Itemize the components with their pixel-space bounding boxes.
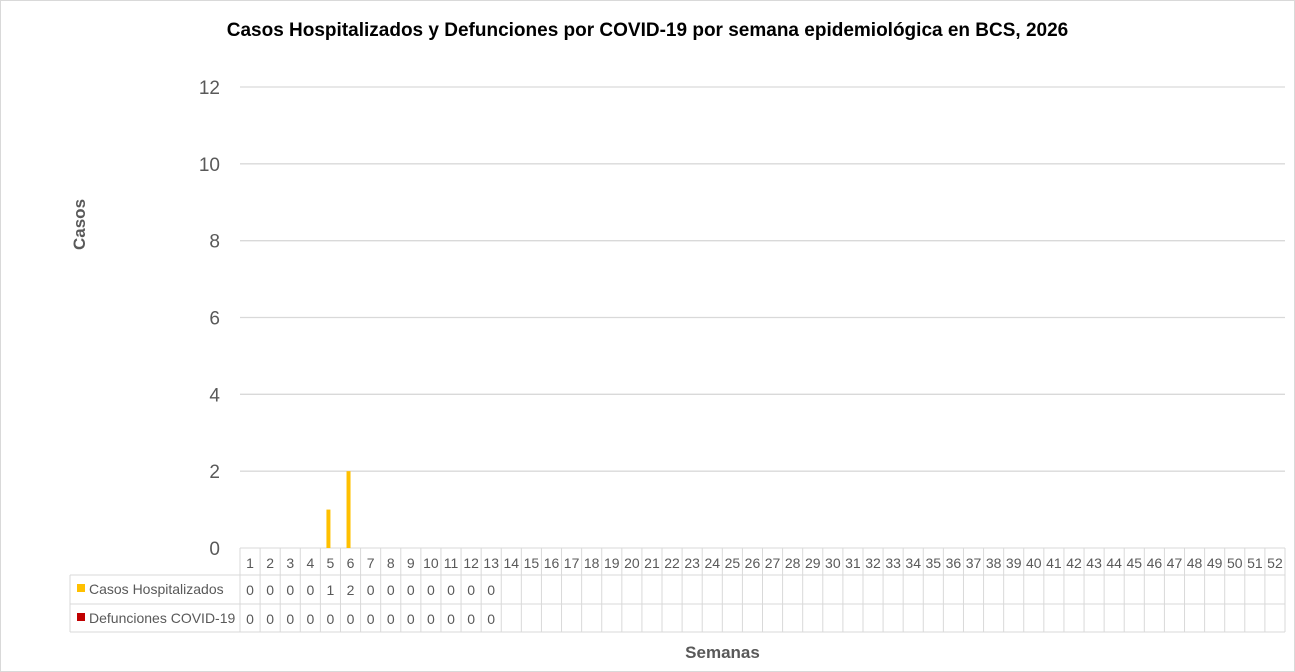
x-tick-label: 31: [845, 555, 861, 571]
y-tick-label: 4: [209, 385, 220, 406]
x-tick-label: 5: [327, 555, 335, 571]
y-tick-label: 2: [209, 462, 220, 483]
y-tick-label: 6: [209, 309, 220, 330]
legend-swatch: [77, 584, 85, 592]
x-tick-label: 23: [684, 555, 700, 571]
x-tick-label: 3: [286, 555, 294, 571]
x-tick-label: 43: [1086, 555, 1102, 571]
x-tick-label: 21: [644, 555, 660, 571]
x-tick-label: 49: [1207, 555, 1223, 571]
x-tick-label: 15: [524, 555, 540, 571]
x-tick-label: 33: [885, 555, 901, 571]
x-tick-label: 45: [1126, 555, 1142, 571]
x-tick-label: 24: [704, 555, 720, 571]
x-tick-label: 51: [1247, 555, 1263, 571]
chart-title: Casos Hospitalizados y Defunciones por C…: [226, 20, 1069, 41]
y-tick-label: 0: [209, 539, 220, 560]
x-tick-label: 12: [463, 555, 479, 571]
y-tick-label: 10: [199, 155, 220, 176]
x-tick-label: 14: [504, 555, 520, 571]
data-table-value: 0: [467, 611, 475, 627]
legend-label: Defunciones COVID-19: [89, 610, 236, 626]
x-tick-label: 29: [805, 555, 821, 571]
x-tick-label: 39: [1006, 555, 1022, 571]
data-table-value: 0: [266, 611, 274, 627]
data-table-value: 2: [347, 582, 355, 598]
data-table-value: 0: [427, 582, 435, 598]
x-tick-label: 34: [905, 555, 921, 571]
x-tick-label: 40: [1026, 555, 1042, 571]
data-table-value: 0: [266, 582, 274, 598]
data-table-value: 0: [447, 611, 455, 627]
x-tick-label: 18: [584, 555, 600, 571]
x-tick-label: 22: [664, 555, 680, 571]
x-tick-label: 52: [1267, 555, 1283, 571]
data-table-value: 0: [387, 611, 395, 627]
x-axis-label: Semanas: [685, 643, 760, 662]
data-table-value: 0: [347, 611, 355, 627]
x-tick-label: 32: [865, 555, 881, 571]
x-tick-label: 50: [1227, 555, 1243, 571]
x-tick-label: 27: [765, 555, 781, 571]
x-tick-label: 47: [1167, 555, 1183, 571]
x-tick-label: 2: [266, 555, 274, 571]
data-table-value: 0: [306, 611, 314, 627]
data-table-value: 0: [467, 582, 475, 598]
x-tick-label: 38: [986, 555, 1002, 571]
x-tick-label: 11: [444, 555, 459, 571]
x-tick-label: 7: [367, 555, 375, 571]
x-tick-label: 35: [926, 555, 942, 571]
bar: [346, 471, 351, 548]
data-table-value: 0: [407, 582, 415, 598]
x-tick-label: 20: [624, 555, 640, 571]
x-tick-label: 48: [1187, 555, 1203, 571]
data-table-value: 0: [327, 611, 335, 627]
data-table-value: 0: [427, 611, 435, 627]
x-tick-label: 37: [966, 555, 982, 571]
x-tick-label: 1: [246, 555, 254, 571]
x-tick-label: 6: [347, 555, 355, 571]
data-table-value: 0: [286, 611, 294, 627]
x-tick-label: 26: [745, 555, 761, 571]
bar: [326, 509, 331, 548]
data-table-value: 0: [387, 582, 395, 598]
x-tick-label: 36: [946, 555, 962, 571]
data-table-value: 0: [367, 582, 375, 598]
legend-swatch: [77, 613, 85, 621]
data-table-value: 0: [407, 611, 415, 627]
x-tick-label: 19: [604, 555, 620, 571]
x-tick-label: 44: [1106, 555, 1122, 571]
legend-label: Casos Hospitalizados: [89, 581, 224, 597]
data-table-value: 0: [286, 582, 294, 598]
x-tick-label: 46: [1147, 555, 1163, 571]
x-tick-label: 4: [306, 555, 314, 571]
data-table-value: 0: [447, 582, 455, 598]
x-tick-label: 9: [407, 555, 415, 571]
data-table-value: 0: [246, 582, 254, 598]
x-tick-label: 30: [825, 555, 841, 571]
data-table-value: 0: [367, 611, 375, 627]
x-tick-label: 10: [423, 555, 439, 571]
data-table-value: 0: [487, 582, 495, 598]
x-tick-label: 41: [1046, 555, 1062, 571]
y-tick-label: 8: [209, 232, 220, 253]
x-tick-label: 16: [544, 555, 560, 571]
x-tick-label: 42: [1066, 555, 1082, 571]
x-tick-label: 13: [483, 555, 499, 571]
y-tick-label: 12: [199, 78, 220, 99]
data-table-value: 0: [246, 611, 254, 627]
x-tick-label: 8: [387, 555, 395, 571]
data-table-value: 1: [327, 582, 335, 598]
x-tick-label: 17: [564, 555, 580, 571]
x-tick-label: 28: [785, 555, 801, 571]
data-table-value: 0: [487, 611, 495, 627]
data-table-value: 0: [306, 582, 314, 598]
x-tick-label: 25: [725, 555, 741, 571]
